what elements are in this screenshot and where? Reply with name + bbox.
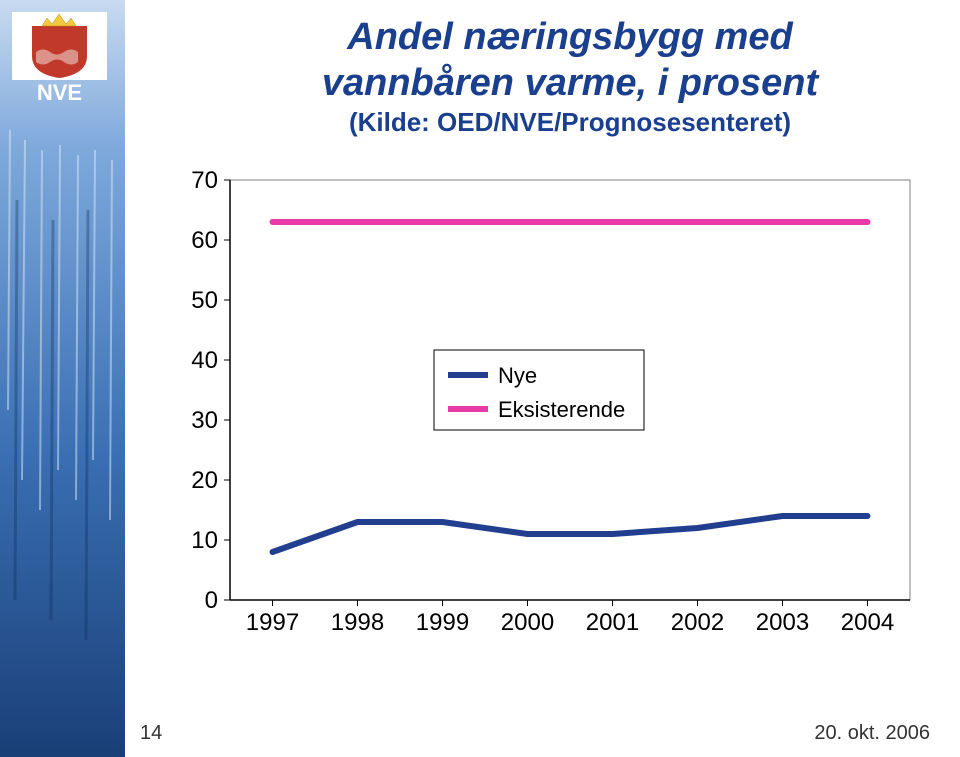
svg-text:2004: 2004 xyxy=(841,609,894,636)
svg-text:2000: 2000 xyxy=(501,609,554,636)
line-chart: 0 10 20 30 40 50 60 70 1997 1998 1999 2000 2001 2002 2… xyxy=(170,170,930,650)
footer-date: 20. okt. 2006 xyxy=(814,722,930,745)
svg-text:50: 50 xyxy=(191,287,218,314)
svg-text:2001: 2001 xyxy=(586,609,639,636)
svg-text:1997: 1997 xyxy=(246,609,299,636)
svg-text:1999: 1999 xyxy=(416,609,469,636)
logo-label: NVE xyxy=(37,80,82,105)
svg-text:1998: 1998 xyxy=(331,609,384,636)
ice-texture xyxy=(0,0,125,757)
svg-text:20: 20 xyxy=(191,467,218,494)
title-line-2: vannbåren varme, i prosent xyxy=(200,61,940,107)
title-line-1: Andel næringsbygg med xyxy=(200,15,940,61)
svg-text:40: 40 xyxy=(191,347,218,374)
slide: NVE Andel næringsbygg med vannbåren varm… xyxy=(0,0,960,757)
svg-text:30: 30 xyxy=(191,407,218,434)
legend-label-eksisterende: Eksisterende xyxy=(498,397,625,422)
subtitle-line: (Kilde: OED/NVE/Prognosesenteret) xyxy=(200,106,940,140)
page-number: 14 xyxy=(140,722,162,745)
svg-text:60: 60 xyxy=(191,227,218,254)
title-block: Andel næringsbygg med vannbåren varme, i… xyxy=(200,15,940,140)
left-background-strip xyxy=(0,0,125,757)
svg-text:2003: 2003 xyxy=(756,609,809,636)
svg-text:2002: 2002 xyxy=(671,609,724,636)
svg-text:70: 70 xyxy=(191,170,218,194)
svg-text:10: 10 xyxy=(191,527,218,554)
svg-text:0: 0 xyxy=(205,587,218,614)
nve-logo: NVE xyxy=(12,12,107,107)
legend-label-nye: Nye xyxy=(498,363,537,388)
